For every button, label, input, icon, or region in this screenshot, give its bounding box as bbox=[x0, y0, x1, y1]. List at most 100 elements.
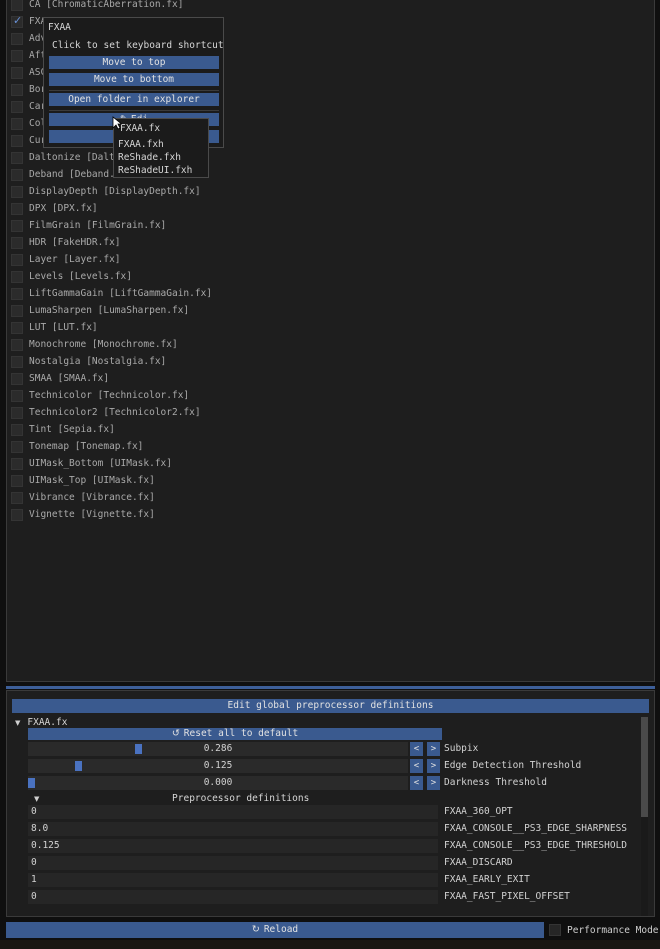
variable-editor-scrollbar[interactable] bbox=[641, 717, 648, 916]
reload-button[interactable]: ↻ Reload bbox=[6, 922, 544, 938]
move-to-bottom-button[interactable]: Move to bottom bbox=[49, 73, 219, 86]
effect-row[interactable]: Vibrance [Vibrance.fx] bbox=[11, 490, 155, 505]
effect-row[interactable]: Vignette [Vignette.fx] bbox=[11, 507, 155, 522]
effect-row[interactable]: Deband [Deband.fx bbox=[11, 167, 126, 182]
effect-row[interactable]: Daltonize [Dalton bbox=[11, 150, 126, 165]
effect-row[interactable]: Tonemap [Tonemap.fx] bbox=[11, 439, 143, 454]
reset-all-button[interactable]: ↺ Reset all to default bbox=[28, 728, 442, 740]
effect-row[interactable]: Tint [Sepia.fx] bbox=[11, 422, 115, 437]
decrement-button[interactable]: < bbox=[410, 776, 423, 790]
definition-value-input[interactable]: 0.125 bbox=[28, 839, 438, 853]
effect-checkbox[interactable] bbox=[11, 321, 23, 334]
effect-checkbox[interactable] bbox=[11, 406, 23, 419]
effect-row[interactable]: DisplayDepth [DisplayDepth.fx] bbox=[11, 184, 201, 199]
effect-checkbox[interactable] bbox=[11, 117, 23, 130]
increment-button[interactable]: > bbox=[427, 776, 440, 790]
preprocessor-definitions-header[interactable]: ▼ Preprocessor definitions bbox=[28, 792, 442, 805]
effect-row[interactable]: DPX [DPX.fx] bbox=[11, 201, 98, 216]
effect-checkbox[interactable] bbox=[11, 168, 23, 181]
effect-row[interactable]: FilmGrain [FilmGrain.fx] bbox=[11, 218, 166, 233]
effect-checkbox[interactable] bbox=[11, 423, 23, 436]
submenu-item-reshadeui-fxh[interactable]: ReShadeUI.fxh bbox=[118, 165, 193, 176]
effect-checkbox[interactable] bbox=[11, 134, 23, 147]
scrollbar-thumb[interactable] bbox=[641, 717, 648, 817]
effect-checkbox[interactable] bbox=[11, 14, 23, 28]
effect-row[interactable]: LumaSharpen [LumaSharpen.fx] bbox=[11, 303, 189, 318]
edit-global-preprocessor-button[interactable]: Edit global preprocessor definitions bbox=[12, 699, 649, 713]
effect-row[interactable]: FXAA bbox=[11, 14, 52, 29]
slider-grab[interactable] bbox=[135, 744, 142, 754]
effect-row[interactable]: LiftGammaGain [LiftGammaGain.fx] bbox=[11, 286, 212, 301]
effect-checkbox[interactable] bbox=[11, 508, 23, 521]
effect-checkbox[interactable] bbox=[11, 440, 23, 453]
slider-track[interactable] bbox=[28, 776, 408, 790]
slider-track[interactable] bbox=[28, 742, 408, 756]
definition-value-input[interactable]: 0 bbox=[28, 805, 438, 819]
effect-checkbox[interactable] bbox=[11, 66, 23, 79]
effect-row[interactable]: Bor bbox=[11, 82, 46, 97]
effect-row[interactable]: Nostalgia [Nostalgia.fx] bbox=[11, 354, 166, 369]
effect-row[interactable]: UIMask_Bottom [UIMask.fx] bbox=[11, 456, 172, 471]
effect-checkbox[interactable] bbox=[11, 32, 23, 45]
effect-row[interactable]: Car bbox=[11, 99, 46, 114]
effect-checkbox[interactable] bbox=[11, 270, 23, 283]
effect-row[interactable]: Col bbox=[11, 116, 46, 131]
effect-row[interactable]: Layer [Layer.fx] bbox=[11, 252, 121, 267]
definition-value-input[interactable]: 8.0 bbox=[28, 822, 438, 836]
effect-checkbox[interactable] bbox=[11, 83, 23, 96]
effect-checkbox[interactable] bbox=[11, 389, 23, 402]
effect-checkbox[interactable] bbox=[11, 151, 23, 164]
definition-value-input[interactable]: 0 bbox=[28, 856, 438, 870]
effect-row[interactable]: Technicolor2 [Technicolor2.fx] bbox=[11, 405, 201, 420]
effect-checkbox[interactable] bbox=[11, 219, 23, 232]
performance-mode-label: Performance Mode bbox=[567, 924, 659, 936]
effect-row[interactable]: CA [ChromaticAberration.fx] bbox=[11, 0, 183, 12]
effect-row[interactable]: Levels [Levels.fx] bbox=[11, 269, 132, 284]
submenu-item-fxaa-fx[interactable]: FXAA.fx bbox=[120, 123, 161, 134]
submenu-item-fxaa-fxh[interactable]: FXAA.fxh bbox=[118, 139, 164, 150]
decrement-button[interactable]: < bbox=[410, 742, 423, 756]
effect-file-header[interactable]: ▼ FXAA.fx bbox=[15, 716, 67, 729]
effect-checkbox[interactable] bbox=[11, 457, 23, 470]
effect-checkbox[interactable] bbox=[11, 185, 23, 198]
effect-checkbox[interactable] bbox=[11, 0, 23, 11]
effect-row[interactable]: Adv bbox=[11, 31, 46, 46]
panel-splitter[interactable] bbox=[6, 686, 655, 689]
effect-checkbox[interactable] bbox=[11, 253, 23, 266]
effect-row[interactable]: SMAA [SMAA.fx] bbox=[11, 371, 109, 386]
effect-row[interactable]: LUT [LUT.fx] bbox=[11, 320, 98, 335]
effect-checkbox[interactable] bbox=[11, 287, 23, 300]
increment-button[interactable]: > bbox=[427, 742, 440, 756]
move-to-top-button[interactable]: Move to top bbox=[49, 56, 219, 69]
effect-checkbox[interactable] bbox=[11, 100, 23, 113]
effect-checkbox[interactable] bbox=[11, 474, 23, 487]
effect-checkbox[interactable] bbox=[11, 372, 23, 385]
effect-row[interactable]: HDR [FakeHDR.fx] bbox=[11, 235, 121, 250]
keyboard-shortcut-hint[interactable]: Click to set keyboard shortcut bbox=[52, 40, 224, 51]
submenu-item-reshade-fxh[interactable]: ReShade.fxh bbox=[118, 152, 181, 163]
effect-row[interactable]: ASC bbox=[11, 65, 46, 80]
performance-mode-checkbox[interactable] bbox=[549, 924, 561, 936]
effect-label: Aft bbox=[29, 50, 47, 61]
effect-checkbox[interactable] bbox=[11, 236, 23, 249]
effect-checkbox[interactable] bbox=[11, 202, 23, 215]
slider-grab[interactable] bbox=[75, 761, 82, 771]
effect-row[interactable]: Aft bbox=[11, 48, 46, 63]
effect-row[interactable]: Monochrome [Monochrome.fx] bbox=[11, 337, 178, 352]
slider-grab[interactable] bbox=[28, 778, 35, 788]
effect-row[interactable]: UIMask_Top [UIMask.fx] bbox=[11, 473, 155, 488]
effect-checkbox[interactable] bbox=[11, 491, 23, 504]
definition-value-input[interactable]: 0 bbox=[28, 890, 438, 904]
effect-row[interactable]: Cur bbox=[11, 133, 46, 148]
effect-checkbox[interactable] bbox=[11, 49, 23, 62]
effect-row[interactable]: Technicolor [Technicolor.fx] bbox=[11, 388, 189, 403]
effect-checkbox[interactable] bbox=[11, 355, 23, 368]
open-folder-button[interactable]: Open folder in explorer bbox=[49, 93, 219, 106]
effect-checkbox[interactable] bbox=[11, 304, 23, 317]
increment-button[interactable]: > bbox=[427, 759, 440, 773]
slider-track[interactable] bbox=[28, 759, 408, 773]
decrement-button[interactable]: < bbox=[410, 759, 423, 773]
performance-mode-toggle[interactable]: Performance Mode bbox=[549, 922, 659, 938]
definition-value-input[interactable]: 1 bbox=[28, 873, 438, 887]
effect-checkbox[interactable] bbox=[11, 338, 23, 351]
